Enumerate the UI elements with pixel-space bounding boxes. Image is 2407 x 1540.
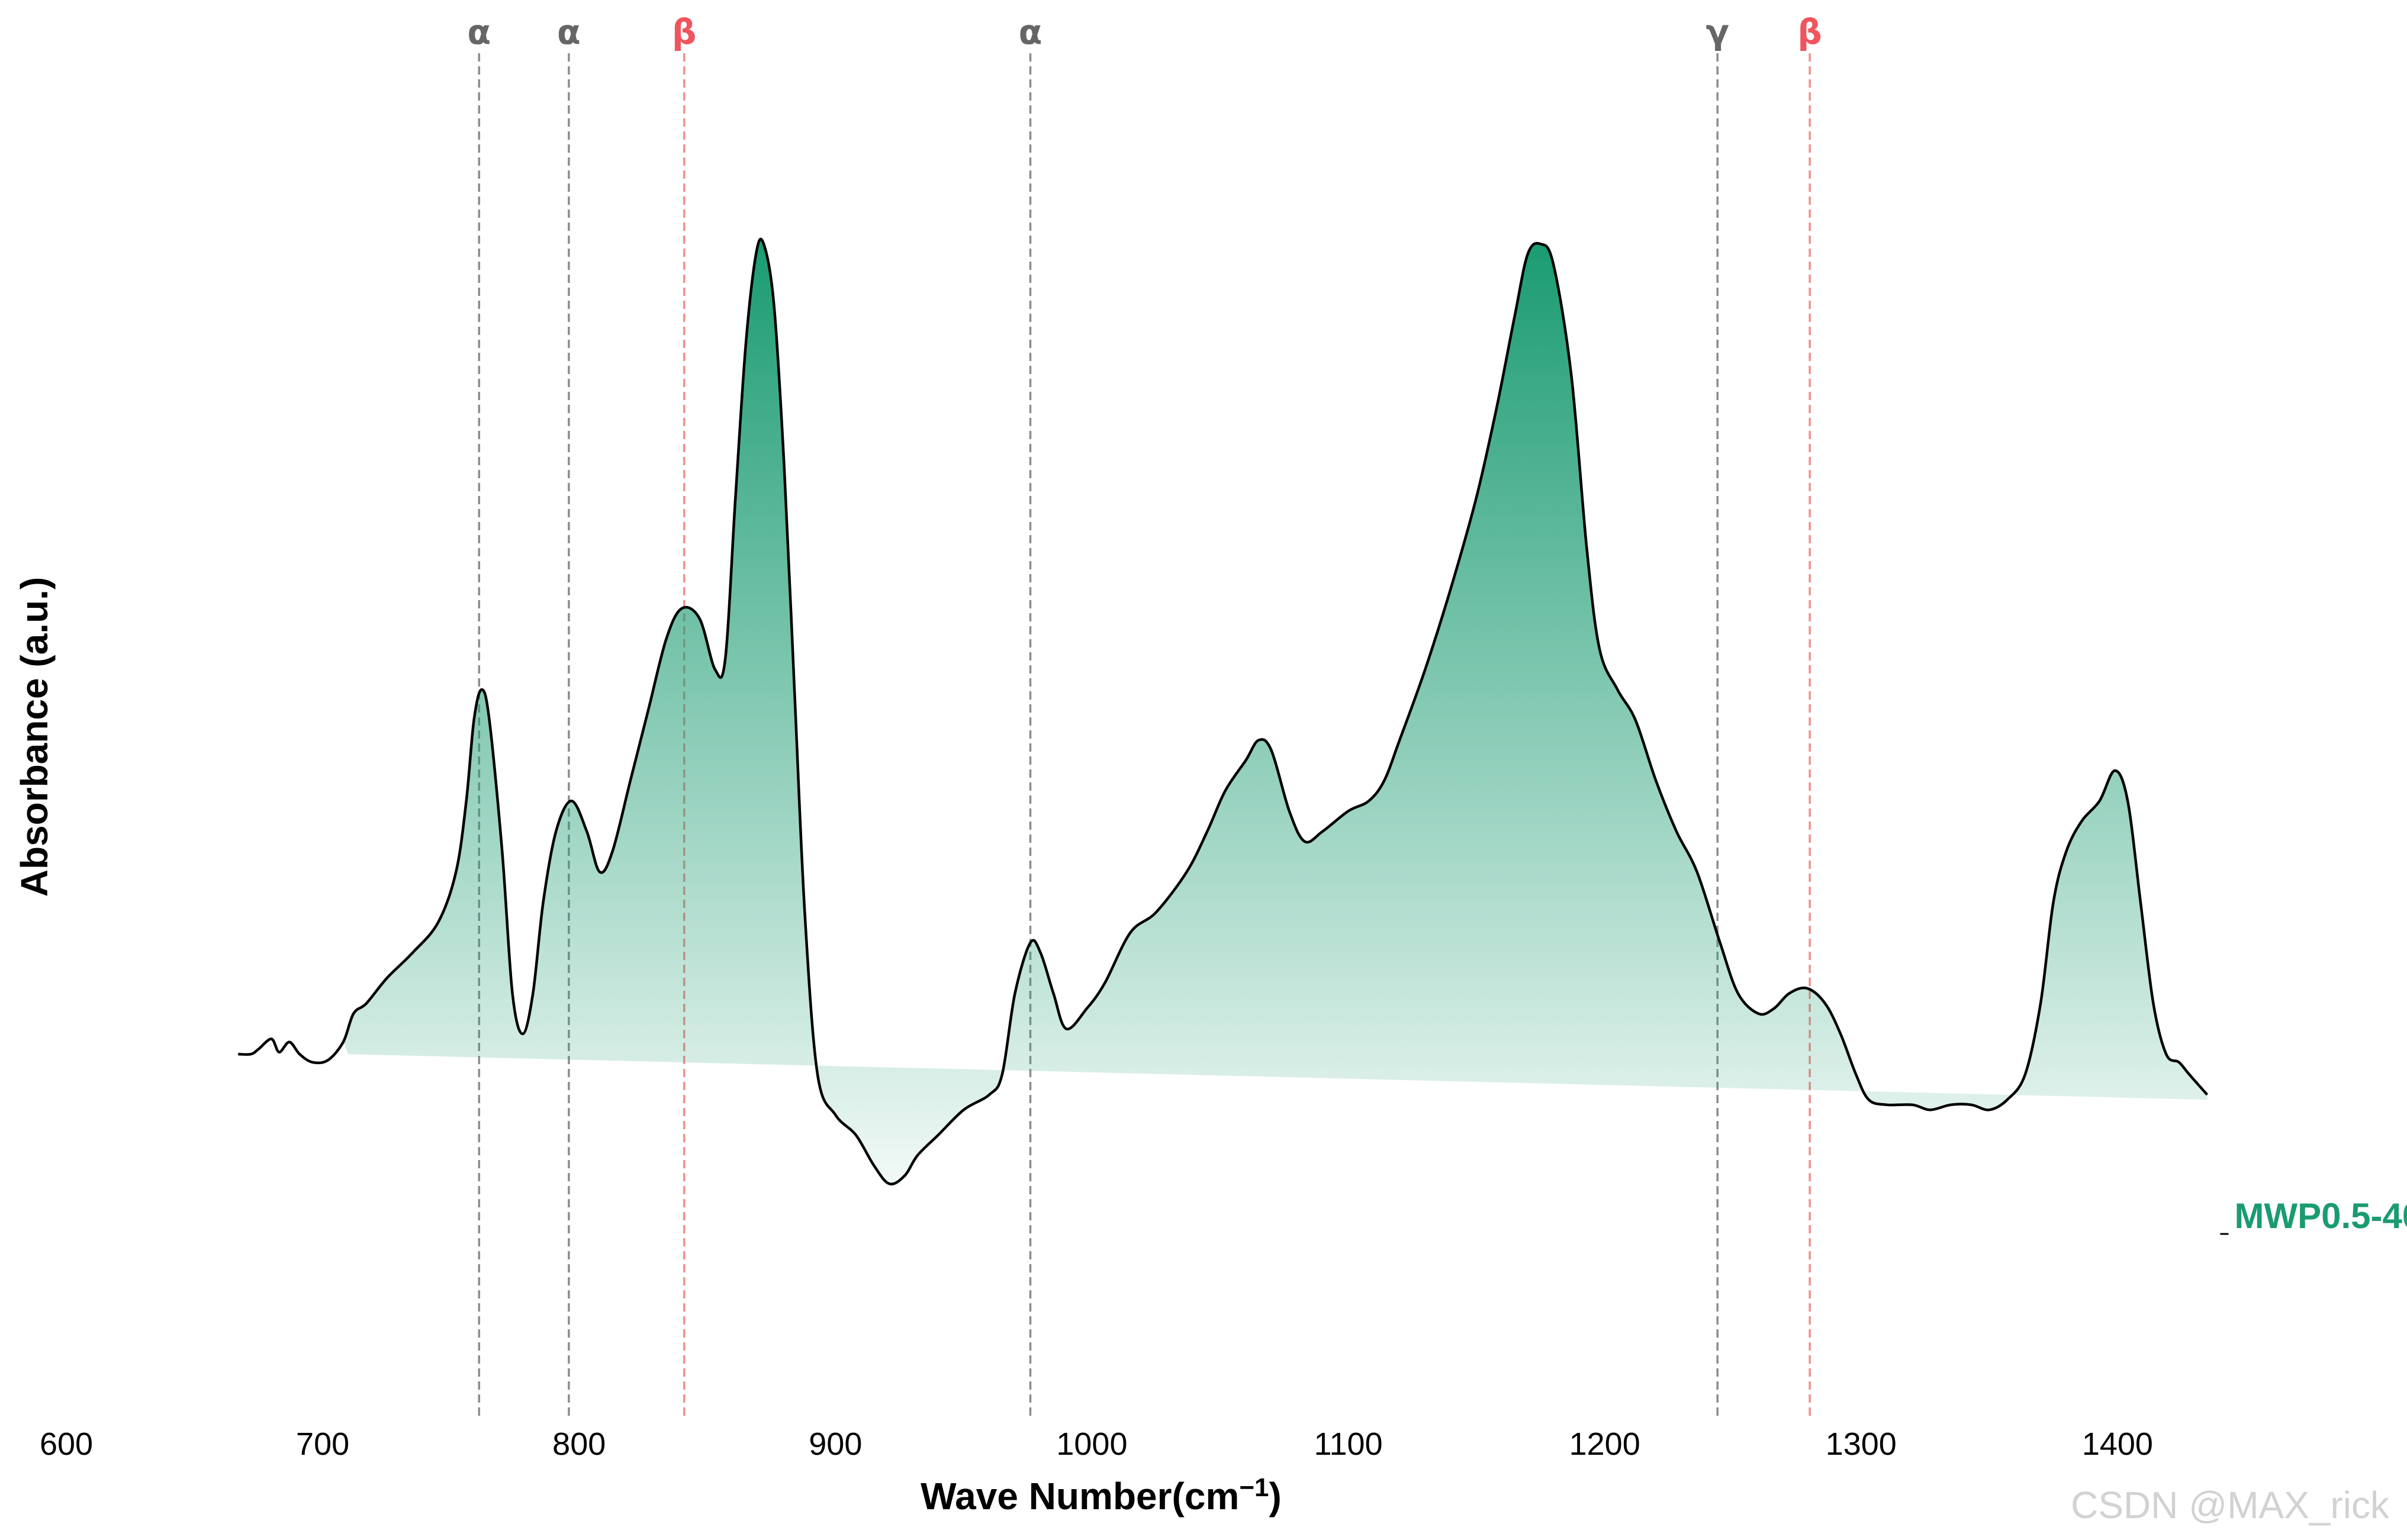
x-tick-label-700: 700 [296, 1426, 349, 1462]
marker-label-1: α [557, 12, 581, 52]
x-tick-label-800: 800 [552, 1426, 606, 1462]
watermark: CSDN @MAX_rick [2071, 1484, 2390, 1526]
marker-label-3: α [1019, 12, 1042, 52]
x-axis-ticks: 600 700 800 900 1000 1100 1200 1300 1400 [40, 1426, 2153, 1462]
x-tick-label-900: 900 [809, 1426, 862, 1462]
x-tick-label-600: 600 [40, 1426, 93, 1462]
x-tick-label-1300: 1300 [1826, 1426, 1897, 1462]
x-tick-label-1200: 1200 [1569, 1426, 1640, 1462]
marker-label-4: γ [1706, 12, 1729, 52]
series-legend: MWP0.5-400-1 [2220, 1196, 2407, 1236]
y-axis-title: Absorbance (a.u.) [13, 577, 56, 897]
x-tick-label-1100: 1100 [1314, 1426, 1382, 1462]
marker-label-2: β [672, 12, 697, 52]
marker-label-5: β [1797, 12, 1822, 52]
series-legend-label: MWP0.5-400-1 [2234, 1196, 2407, 1236]
x-axis-title: Wave Number(cm−1) [921, 1473, 1282, 1518]
x-tick-label-1400: 1400 [2082, 1426, 2153, 1462]
marker-label-0: α [467, 12, 491, 52]
x-tick-label-1000: 1000 [1056, 1426, 1127, 1462]
absorbance-area-fill [343, 239, 2208, 1184]
absorbance-curve [238, 237, 2209, 1185]
